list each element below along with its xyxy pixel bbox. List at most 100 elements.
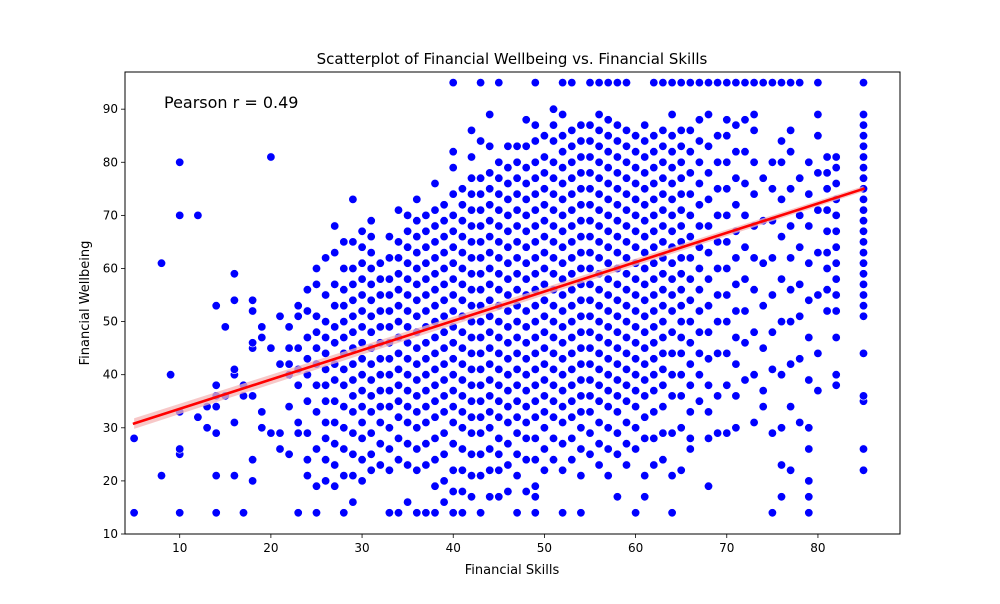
data-point — [576, 184, 586, 194]
data-point — [403, 306, 413, 316]
data-point — [831, 179, 841, 189]
data-point — [731, 391, 741, 401]
data-point — [439, 248, 449, 258]
data-point — [466, 396, 476, 406]
data-point — [348, 311, 358, 321]
data-point — [129, 508, 139, 518]
data-point — [658, 269, 668, 279]
data-point — [631, 354, 641, 364]
data-point — [530, 157, 540, 167]
data-point — [749, 370, 759, 380]
data-point — [649, 226, 659, 236]
data-point — [795, 78, 805, 88]
data-point — [585, 248, 595, 258]
data-point — [767, 364, 777, 374]
data-point — [649, 322, 659, 332]
data-point — [293, 428, 303, 438]
data-point — [485, 279, 495, 289]
data-point — [339, 380, 349, 390]
data-point — [631, 508, 641, 518]
data-point — [804, 332, 814, 342]
data-point — [640, 492, 650, 502]
data-point — [612, 120, 622, 130]
data-point — [448, 465, 458, 475]
data-point — [722, 78, 732, 88]
data-point — [348, 497, 358, 507]
data-point — [576, 327, 586, 337]
data-point — [676, 173, 686, 183]
data-point — [476, 380, 486, 390]
data-point — [476, 348, 486, 358]
data-point — [494, 317, 504, 327]
data-point — [421, 460, 431, 470]
data-point — [494, 78, 504, 88]
data-point — [512, 449, 522, 459]
data-point — [676, 205, 686, 215]
data-point — [667, 147, 677, 157]
data-point — [612, 152, 622, 162]
data-point — [330, 396, 340, 406]
data-point — [731, 279, 741, 289]
data-point — [466, 380, 476, 390]
data-point — [321, 433, 331, 443]
data-point — [694, 200, 704, 210]
data-point — [530, 380, 540, 390]
data-point — [558, 354, 568, 364]
data-point — [685, 359, 695, 369]
data-point — [831, 332, 841, 342]
data-point — [503, 210, 513, 220]
chart-title: Scatterplot of Financial Wellbeing vs. F… — [317, 50, 708, 68]
data-point — [503, 354, 513, 364]
data-point — [503, 322, 513, 332]
data-point — [685, 189, 695, 199]
data-point — [403, 439, 413, 449]
data-point — [603, 78, 613, 88]
data-point — [321, 332, 331, 342]
data-point — [685, 168, 695, 178]
data-point — [348, 279, 358, 289]
data-point — [284, 359, 294, 369]
data-point — [558, 194, 568, 204]
data-point — [558, 110, 568, 120]
data-point — [503, 163, 513, 173]
data-point — [731, 200, 741, 210]
data-point — [521, 306, 531, 316]
data-point — [612, 200, 622, 210]
data-point — [521, 179, 531, 189]
data-point — [795, 242, 805, 252]
data-point — [658, 428, 668, 438]
data-point — [576, 120, 586, 130]
data-point — [548, 104, 558, 114]
data-point — [348, 237, 358, 247]
data-point — [466, 125, 476, 135]
data-point — [749, 157, 759, 167]
data-point — [175, 444, 185, 454]
data-point — [375, 417, 385, 427]
data-point — [430, 285, 440, 295]
data-point — [375, 386, 385, 396]
data-point — [612, 279, 622, 289]
data-point — [767, 327, 777, 337]
data-point — [740, 115, 750, 125]
data-point — [676, 391, 686, 401]
data-point — [348, 407, 358, 417]
data-point — [786, 317, 796, 327]
data-point — [786, 147, 796, 157]
data-point — [658, 364, 668, 374]
data-point — [503, 274, 513, 284]
data-point — [494, 221, 504, 231]
data-point — [548, 364, 558, 374]
data-point — [685, 380, 695, 390]
data-point — [567, 253, 577, 263]
data-point — [393, 301, 403, 311]
data-point — [430, 301, 440, 311]
data-point — [658, 455, 668, 465]
data-point — [339, 301, 349, 311]
data-point — [822, 168, 832, 178]
data-point — [731, 423, 741, 433]
data-point — [603, 115, 613, 125]
data-point — [576, 444, 586, 454]
data-point — [512, 205, 522, 215]
data-point — [749, 189, 759, 199]
data-point — [494, 449, 504, 459]
